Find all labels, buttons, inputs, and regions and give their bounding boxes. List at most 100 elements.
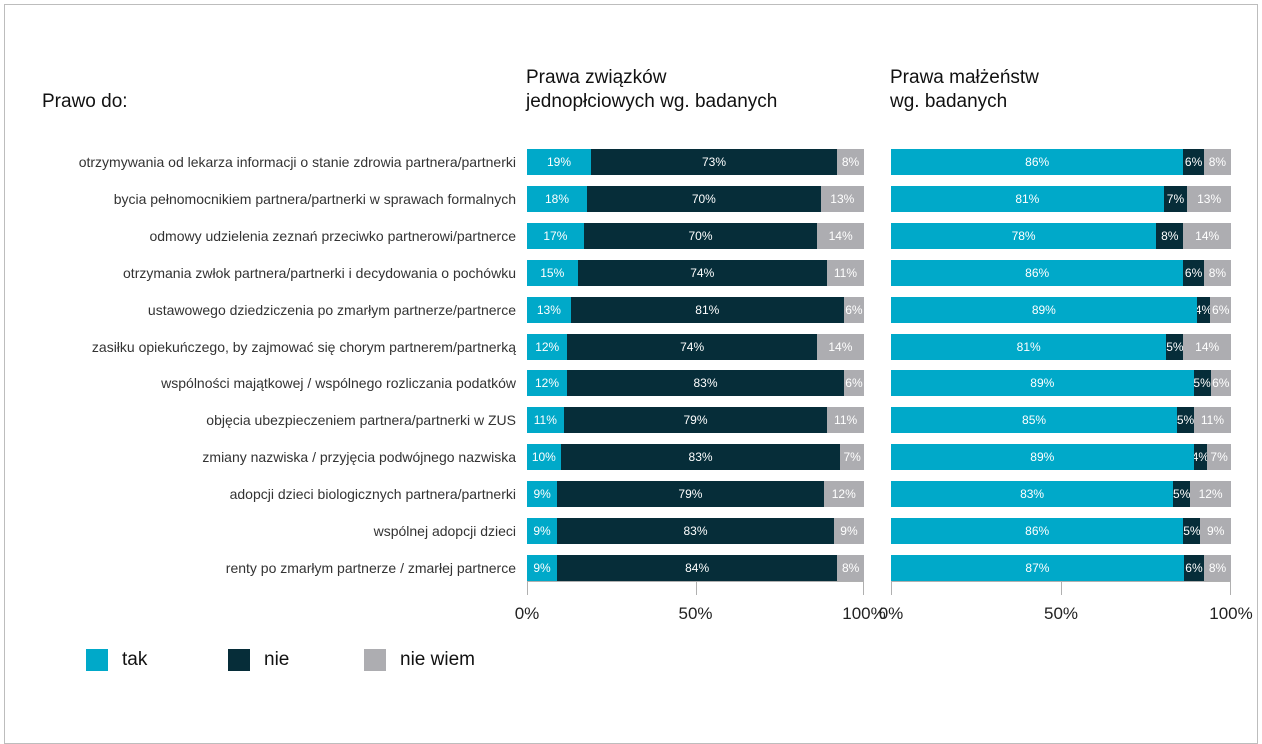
bar-row: 12% 83% 6%: [527, 370, 864, 397]
bar-segment-nie-wiem: 8%: [1203, 149, 1231, 175]
data-label: 15%: [540, 265, 565, 280]
data-label: 89%: [1031, 302, 1056, 317]
data-label: 8%: [841, 155, 860, 169]
data-label: 7%: [843, 450, 861, 465]
bar-segment-nie: 84%: [557, 554, 838, 581]
bar-row: 89% 5% 6%: [891, 370, 1231, 397]
x-tick-mark: [863, 581, 864, 595]
bar-segment-nie: 6%: [1183, 554, 1205, 581]
data-label: 6%: [1185, 560, 1203, 575]
bar-segment-nie-wiem: 14%: [1183, 222, 1231, 249]
data-label: 5%: [1166, 339, 1184, 354]
bar-row: 78% 8% 14%: [891, 222, 1231, 249]
bar-segment-tak: 13%: [527, 296, 571, 323]
data-label: 11%: [834, 413, 858, 428]
bar-segment-nie: 4%: [1196, 296, 1211, 323]
x-tick-mark: [1061, 581, 1062, 595]
data-label: 74%: [680, 339, 705, 354]
bar-segment-nie: 5%: [1173, 481, 1191, 508]
bar-segment-nie-wiem: 11%: [827, 407, 864, 434]
bar-segment-nie-wiem: 11%: [1193, 407, 1231, 434]
bar-segment-tak: 78%: [891, 222, 1157, 249]
legend-item-nie: nie: [228, 648, 289, 672]
row-label: otrzymywania od lekarza informacji o sta…: [78, 154, 516, 170]
x-tick-mark: [891, 581, 892, 595]
bar-segment-nie: 5%: [1183, 518, 1201, 544]
bar-segment-tak: 9%: [527, 554, 558, 581]
row-label: objęcia ubezpieczeniem partnera/partnerk…: [206, 412, 516, 429]
x-tick-label: 100%: [1209, 604, 1253, 623]
data-label: 86%: [1025, 155, 1050, 169]
data-label: 8%: [841, 560, 860, 575]
bar-segment-nie: 70%: [583, 222, 818, 249]
data-label: 9%: [840, 524, 858, 538]
right-panel-title: Prawa małżeństw wg. badanych: [890, 66, 1039, 114]
left-panel-title-line-1: Prawa związków: [526, 67, 667, 88]
data-label: 84%: [685, 560, 710, 575]
bar-segment-nie: 83%: [567, 370, 844, 397]
bar-row: 9% 79% 12%: [527, 481, 864, 508]
rows-title: Prawo do:: [42, 90, 128, 114]
bar-row: 87% 6% 8%: [891, 554, 1231, 581]
data-label: 85%: [1022, 413, 1047, 428]
data-label: 79%: [683, 413, 708, 428]
bar-segment-nie-wiem: 12%: [1190, 481, 1231, 508]
legend-item-tak: tak: [86, 648, 147, 672]
bar-segment-nie-wiem: 8%: [837, 149, 864, 175]
right-panel-title-line-1: Prawa małżeństw: [890, 67, 1039, 88]
bar-row: 86% 6% 8%: [891, 149, 1231, 175]
bar-segment-nie-wiem: 11%: [826, 259, 864, 286]
bar-row: 89% 4%7%: [891, 444, 1231, 471]
bar-segment-nie: 70%: [587, 185, 821, 212]
bar-row: 81% 7% 13%: [891, 185, 1231, 212]
data-label: 12%: [1198, 487, 1223, 502]
data-label: 79%: [678, 487, 703, 502]
bar-segment-tak: 89%: [891, 296, 1197, 323]
bar-segment-nie-wiem: 14%: [1183, 333, 1231, 360]
row-label: odmowy udzielenia zeznań przeciwko partn…: [149, 227, 516, 244]
data-label: 7%: [1166, 191, 1185, 206]
bar-segment-tak: 81%: [891, 333, 1167, 360]
x-tick-mark: [527, 581, 528, 595]
data-label: 8%: [1161, 228, 1179, 243]
bar-segment-tak: 86%: [891, 518, 1184, 544]
bar-segment-tak: 15%: [527, 259, 578, 286]
bar-segment-tak: 83%: [891, 481, 1174, 508]
bar-row: 13% 81% 6%: [527, 296, 864, 323]
data-label: 83%: [693, 376, 718, 391]
row-label: zasiłku opiekuńczego, by zajmować się ch…: [91, 338, 516, 355]
data-label: 78%: [1011, 228, 1036, 243]
data-label: 5%: [1177, 413, 1194, 428]
data-label: 87%: [1025, 560, 1050, 575]
data-label: 5%: [1183, 524, 1201, 538]
data-label: 13%: [536, 302, 561, 317]
bar-segment-nie: 7%: [1163, 185, 1188, 212]
data-label: 14%: [828, 228, 853, 243]
data-label: 70%: [691, 191, 716, 206]
data-label: 19%: [546, 155, 572, 169]
data-label: 8%: [1208, 560, 1227, 575]
row-label: renty po zmarłym partnerze / zmarłej par…: [225, 559, 516, 576]
bar-row: 9% 83% 9%: [527, 518, 864, 544]
bar-segment-tak: 9%: [527, 518, 558, 544]
bar-segment-nie-wiem: 14%: [816, 333, 864, 360]
x-tick-label: 50%: [678, 604, 713, 623]
left-panel-title-line-2: jednopłciowych wg. badanych: [526, 91, 778, 112]
legend-swatch-nie-wiem: [364, 649, 386, 671]
data-label: 6%: [1184, 265, 1203, 280]
bar-segment-nie: 8%: [1156, 222, 1184, 249]
bar-segment-nie: 79%: [557, 481, 824, 508]
right-panel-title-line-2: wg. badanych: [890, 91, 1008, 112]
bar-segment-nie-wiem: 13%: [1187, 185, 1231, 212]
bar-segment-nie: 5%: [1166, 333, 1184, 360]
data-label: 74%: [690, 265, 715, 280]
bar-row: 18% 70% 13%: [527, 185, 864, 212]
data-label: 70%: [688, 228, 713, 243]
bar-segment-tak: 86%: [891, 259, 1184, 286]
row-label: wspólnej adopcji dzieci: [373, 523, 516, 539]
bar-segment-nie-wiem: 6%: [843, 370, 864, 397]
data-label: 5%: [1173, 487, 1191, 502]
bar-row: 11% 79% 11%: [527, 407, 864, 434]
data-label: 89%: [1030, 376, 1055, 391]
row-label: adopcji dzieci biologicznych partnera/pa…: [229, 486, 516, 503]
